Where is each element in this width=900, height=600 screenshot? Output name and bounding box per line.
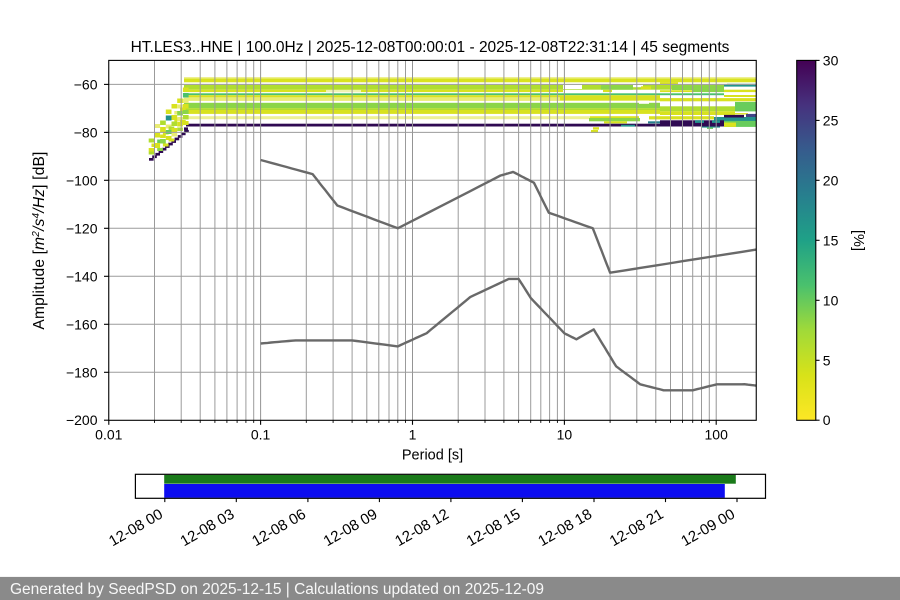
svg-text:100: 100 xyxy=(705,427,729,443)
svg-text:15: 15 xyxy=(823,232,839,248)
svg-text:−60: −60 xyxy=(74,76,98,92)
svg-text:25: 25 xyxy=(823,112,839,128)
svg-text:12-08 00: 12-08 00 xyxy=(106,506,166,550)
svg-text:0: 0 xyxy=(823,412,831,428)
svg-text:−160: −160 xyxy=(66,316,98,332)
svg-text:−180: −180 xyxy=(66,364,98,380)
svg-text:−100: −100 xyxy=(66,172,98,188)
svg-text:30: 30 xyxy=(823,52,839,68)
svg-text:Period [s]: Period [s] xyxy=(402,448,463,464)
svg-text:−80: −80 xyxy=(74,124,98,140)
svg-text:12-08 09: 12-08 09 xyxy=(321,506,381,550)
svg-text:10: 10 xyxy=(823,292,839,308)
svg-text:Generated by SeedPSD on 2025-1: Generated by SeedPSD on 2025-12-15 | Cal… xyxy=(10,581,544,598)
svg-text:12-09 00: 12-09 00 xyxy=(678,506,738,550)
svg-text:−200: −200 xyxy=(66,412,98,428)
svg-text:12-08 12: 12-08 12 xyxy=(392,506,452,550)
svg-text:12-08 03: 12-08 03 xyxy=(178,506,238,550)
svg-text:12-08 18: 12-08 18 xyxy=(535,506,595,550)
svg-text:−120: −120 xyxy=(66,220,98,236)
svg-text:0.1: 0.1 xyxy=(251,427,271,443)
svg-text:[%]: [%] xyxy=(850,230,866,251)
svg-text:1: 1 xyxy=(409,427,417,443)
svg-text:Amplitude [m2/s4/Hz] [dB]: Amplitude [m2/s4/Hz] [dB] xyxy=(31,151,48,329)
svg-text:12-08 21: 12-08 21 xyxy=(607,506,667,550)
svg-text:20: 20 xyxy=(823,172,839,188)
svg-text:−140: −140 xyxy=(66,268,98,284)
svg-text:0.01: 0.01 xyxy=(95,427,122,443)
svg-text:12-08 06: 12-08 06 xyxy=(249,506,309,550)
svg-text:5: 5 xyxy=(823,352,831,368)
svg-text:12-08 15: 12-08 15 xyxy=(464,506,524,550)
svg-text:10: 10 xyxy=(557,427,573,443)
svg-text:HT.LES3..HNE | 100.0Hz | 2025-: HT.LES3..HNE | 100.0Hz | 2025-12-08T00:0… xyxy=(131,39,730,56)
